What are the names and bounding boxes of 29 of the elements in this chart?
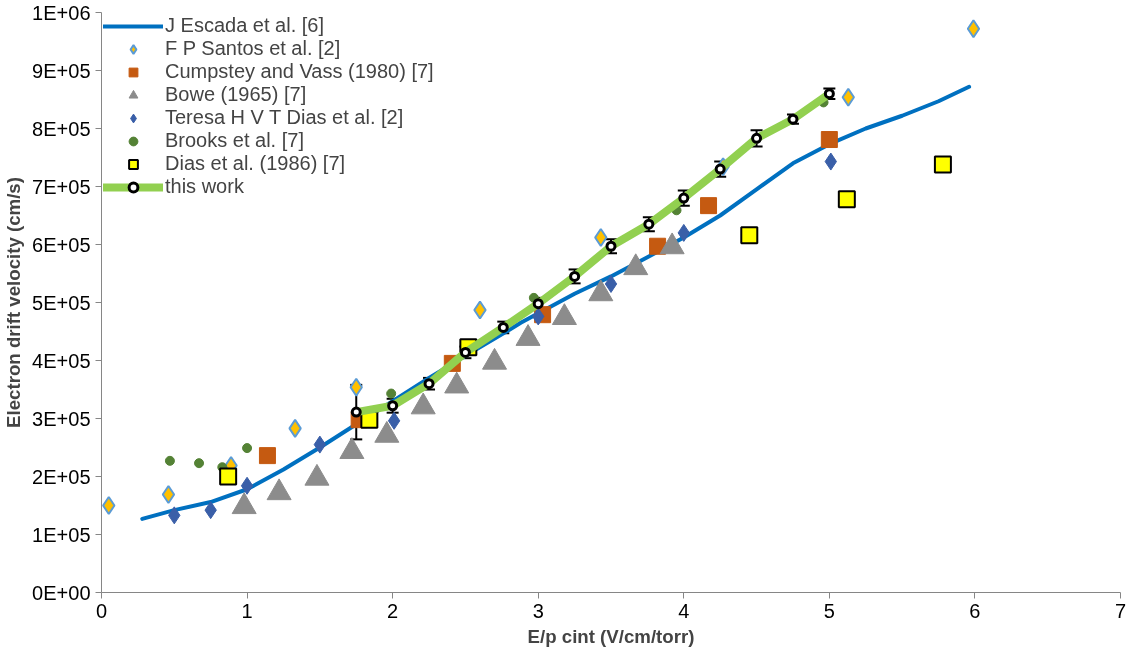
y-tick-label: 4E+05 bbox=[32, 349, 91, 372]
y-tick-label: 1E+06 bbox=[32, 1, 91, 24]
legend-label: Dias et al. (1986) [7] bbox=[165, 152, 346, 175]
x-tick-label: 5 bbox=[823, 599, 835, 622]
x-tick-label: 0 bbox=[95, 599, 108, 622]
y-tick-label: 0E+00 bbox=[32, 581, 91, 604]
x-tick-label: 1 bbox=[241, 599, 253, 622]
x-tick-label: 7 bbox=[1114, 599, 1127, 622]
y-tick-label: 9E+05 bbox=[32, 59, 91, 82]
legend-label: Brooks et al. [7] bbox=[165, 129, 304, 152]
legend-label: J Escada et al. [6] bbox=[165, 14, 324, 37]
legend-label: F P Santos et al. [2] bbox=[165, 37, 341, 60]
y-tick-label: 2E+05 bbox=[32, 465, 91, 488]
y-tick-label: 7E+05 bbox=[32, 175, 91, 198]
y-tick-label: 8E+05 bbox=[32, 117, 91, 140]
y-tick-label: 1E+05 bbox=[32, 523, 91, 546]
x-tick-label: 4 bbox=[678, 599, 690, 622]
legend-label: this work bbox=[165, 175, 244, 198]
x-tick-label: 6 bbox=[969, 599, 981, 622]
y-tick-label: 5E+05 bbox=[32, 291, 91, 314]
legend-label: Teresa H V T Dias et al. [2] bbox=[165, 106, 404, 129]
legend-label: Bowe (1965) [7] bbox=[165, 83, 307, 106]
legend-label: Cumpstey and Vass (1980) [7] bbox=[165, 60, 434, 83]
x-axis-title: E/p cint (V/cm/torr) bbox=[527, 625, 695, 647]
y-tick-label: 6E+05 bbox=[32, 233, 91, 256]
x-tick-label: 2 bbox=[387, 599, 399, 622]
y-axis-title: Electron drift velocity (cm/s) bbox=[3, 177, 25, 428]
y-tick-label: 3E+05 bbox=[32, 407, 91, 430]
x-tick-label: 3 bbox=[532, 599, 544, 622]
